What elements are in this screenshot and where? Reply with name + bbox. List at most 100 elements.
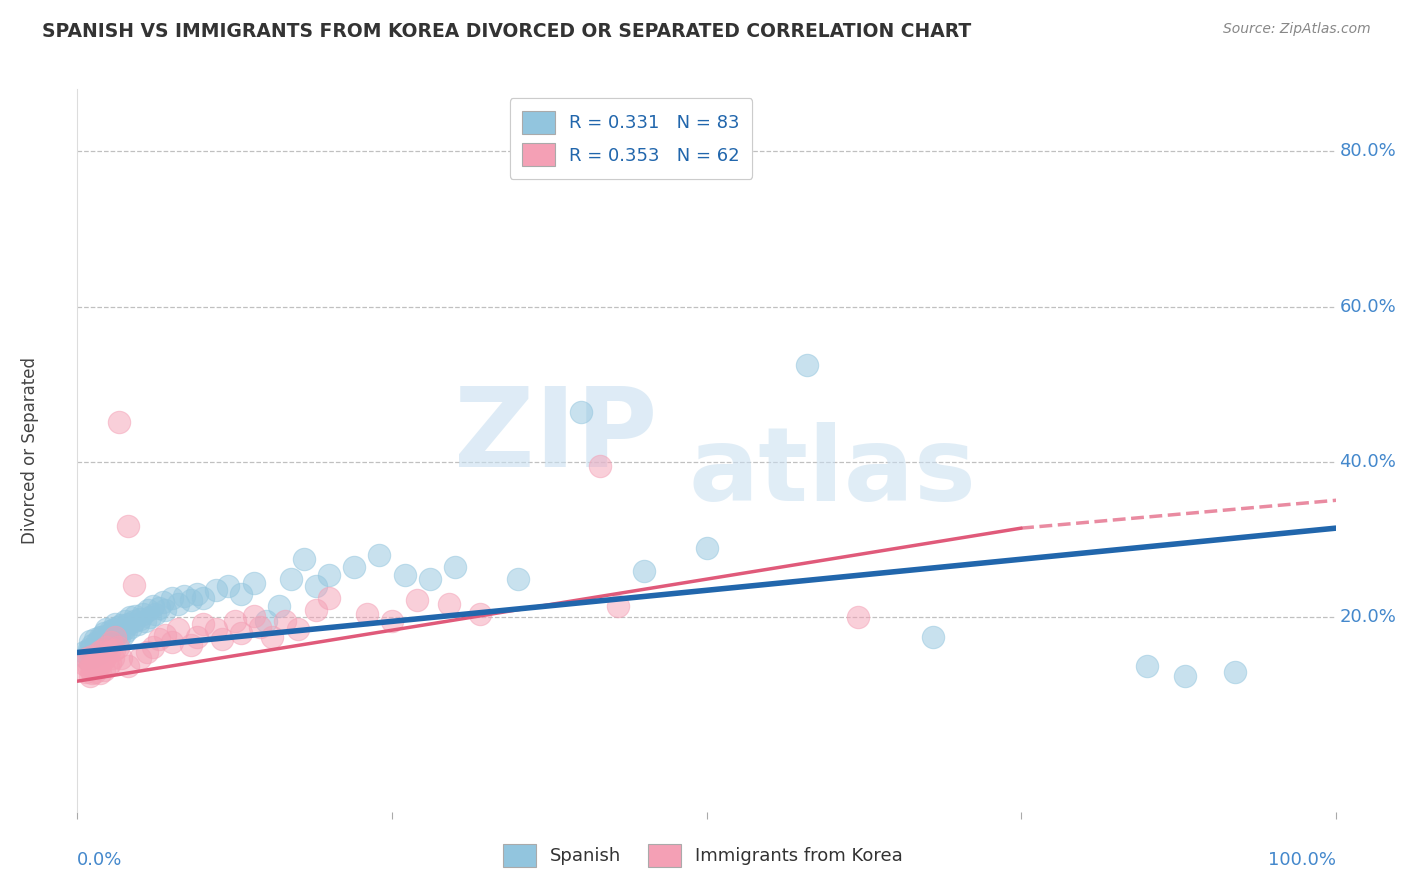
Point — [180, 593, 202, 607]
Point — [343, 560, 366, 574]
Point — [89, 640, 111, 654]
Point — [122, 578, 145, 592]
Point — [117, 518, 139, 533]
Point — [80, 658, 103, 673]
Point — [117, 616, 139, 631]
Point — [242, 609, 264, 624]
Point — [846, 610, 869, 624]
Point — [135, 645, 157, 659]
Point — [1223, 665, 1246, 679]
Text: 0.0%: 0.0% — [77, 852, 122, 870]
Point — [104, 630, 127, 644]
Point — [394, 567, 416, 582]
Point — [91, 638, 114, 652]
Point — [160, 635, 183, 649]
Point — [696, 541, 718, 555]
Point — [180, 638, 202, 652]
Point — [155, 603, 177, 617]
Point — [79, 653, 101, 667]
Point — [93, 626, 115, 640]
Point — [79, 633, 101, 648]
Point — [167, 622, 190, 636]
Point — [104, 616, 127, 631]
Text: 100.0%: 100.0% — [1268, 852, 1336, 870]
Point — [75, 665, 97, 679]
Point — [94, 641, 117, 656]
Point — [148, 601, 170, 615]
Point — [569, 404, 592, 418]
Point — [114, 615, 136, 629]
Point — [173, 589, 195, 603]
Point — [84, 641, 107, 656]
Point — [103, 643, 125, 657]
Point — [588, 458, 610, 473]
Point — [84, 665, 107, 679]
Point — [97, 630, 120, 644]
Point — [94, 633, 117, 648]
Point — [229, 587, 252, 601]
Point — [72, 645, 94, 659]
Point — [406, 593, 429, 607]
Point — [97, 645, 120, 659]
Point — [444, 560, 467, 574]
Point — [249, 620, 271, 634]
Point — [90, 645, 112, 659]
Point — [305, 603, 328, 617]
Point — [381, 615, 404, 629]
Text: Source: ZipAtlas.com: Source: ZipAtlas.com — [1223, 22, 1371, 37]
Point — [96, 622, 118, 636]
Point — [254, 615, 277, 629]
Point — [101, 627, 124, 641]
Point — [796, 358, 818, 372]
Point — [922, 630, 945, 644]
Point — [87, 643, 110, 657]
Point — [72, 657, 94, 672]
Point — [217, 579, 239, 593]
Text: SPANISH VS IMMIGRANTS FROM KOREA DIVORCED OR SEPARATED CORRELATION CHART: SPANISH VS IMMIGRANTS FROM KOREA DIVORCE… — [42, 22, 972, 41]
Point — [142, 640, 165, 654]
Point — [107, 640, 129, 654]
Point — [112, 622, 135, 636]
Point — [108, 630, 131, 644]
Point — [280, 572, 302, 586]
Point — [110, 651, 132, 665]
Point — [87, 645, 110, 659]
Text: Divorced or Separated: Divorced or Separated — [21, 357, 38, 544]
Point — [191, 591, 215, 605]
Point — [120, 610, 142, 624]
Point — [75, 651, 97, 665]
Point — [136, 603, 159, 617]
Point — [90, 656, 112, 670]
Point — [242, 575, 264, 590]
Point — [79, 643, 101, 657]
Text: 40.0%: 40.0% — [1340, 453, 1396, 471]
Point — [229, 626, 252, 640]
Point — [152, 595, 174, 609]
Point — [98, 624, 121, 639]
Point — [419, 572, 441, 586]
Point — [82, 638, 104, 652]
Point — [607, 599, 630, 613]
Point — [115, 624, 138, 639]
Point — [110, 618, 132, 632]
Point — [186, 587, 208, 601]
Point — [167, 597, 190, 611]
Point — [356, 607, 378, 621]
Point — [437, 597, 460, 611]
Legend: Spanish, Immigrants from Korea: Spanish, Immigrants from Korea — [496, 837, 910, 874]
Point — [98, 656, 121, 670]
Text: ZIP: ZIP — [454, 383, 657, 490]
Point — [108, 624, 131, 639]
Point — [127, 616, 149, 631]
Point — [86, 635, 108, 649]
Point — [368, 549, 391, 563]
Point — [82, 649, 104, 664]
Point — [155, 627, 177, 641]
Point — [134, 615, 156, 629]
Point — [111, 627, 134, 641]
Point — [191, 616, 215, 631]
Point — [82, 666, 104, 681]
Point — [84, 653, 107, 667]
Point — [124, 609, 146, 624]
Point — [132, 607, 155, 621]
